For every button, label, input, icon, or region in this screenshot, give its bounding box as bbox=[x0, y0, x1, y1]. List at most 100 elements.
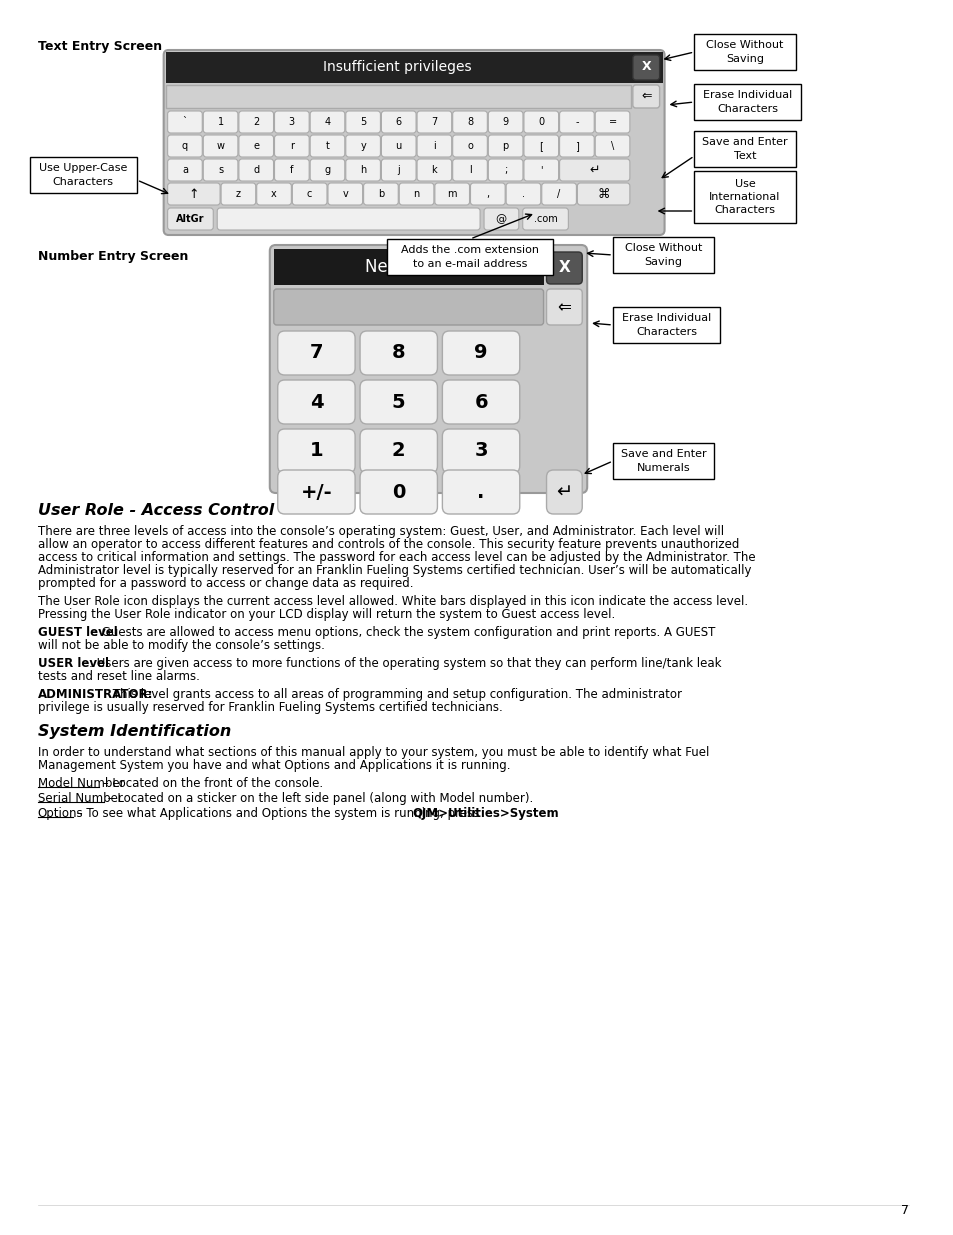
FancyBboxPatch shape bbox=[238, 159, 274, 182]
Text: i: i bbox=[433, 141, 436, 151]
Text: In order to understand what sections of this manual apply to your system, you mu: In order to understand what sections of … bbox=[38, 746, 708, 760]
Text: QJM>Utilities>System: QJM>Utilities>System bbox=[412, 806, 558, 820]
FancyBboxPatch shape bbox=[381, 159, 416, 182]
FancyBboxPatch shape bbox=[453, 135, 487, 157]
Text: z: z bbox=[235, 189, 241, 199]
FancyBboxPatch shape bbox=[221, 183, 255, 205]
FancyBboxPatch shape bbox=[488, 159, 522, 182]
Text: h: h bbox=[359, 165, 366, 175]
Text: GUEST level: GUEST level bbox=[38, 626, 117, 638]
Text: : Guests are allowed to access menu options, check the system configuration and : : Guests are allowed to access menu opti… bbox=[93, 626, 715, 638]
FancyBboxPatch shape bbox=[470, 183, 505, 205]
Text: t: t bbox=[325, 141, 329, 151]
Text: ,: , bbox=[486, 189, 489, 199]
FancyBboxPatch shape bbox=[274, 135, 309, 157]
Text: k: k bbox=[431, 165, 436, 175]
Bar bbox=[274, 249, 543, 285]
FancyBboxPatch shape bbox=[274, 159, 309, 182]
Text: +/-: +/- bbox=[300, 483, 332, 501]
Bar bbox=[613, 237, 714, 273]
Text: Model Number: Model Number bbox=[38, 777, 124, 790]
FancyBboxPatch shape bbox=[483, 207, 518, 230]
FancyBboxPatch shape bbox=[442, 380, 519, 424]
FancyBboxPatch shape bbox=[559, 111, 594, 133]
FancyBboxPatch shape bbox=[345, 159, 380, 182]
FancyBboxPatch shape bbox=[168, 207, 213, 230]
Text: 5: 5 bbox=[359, 117, 366, 127]
FancyBboxPatch shape bbox=[595, 135, 629, 157]
FancyBboxPatch shape bbox=[506, 183, 540, 205]
Text: 7: 7 bbox=[900, 1204, 907, 1216]
Text: ': ' bbox=[539, 165, 542, 175]
Text: Options: Options bbox=[38, 806, 83, 820]
Bar bbox=[694, 170, 795, 224]
Text: access to critical information and settings. The password for each access level : access to critical information and setti… bbox=[38, 551, 755, 564]
Text: AltGr: AltGr bbox=[176, 214, 205, 224]
Text: X: X bbox=[558, 261, 570, 275]
Text: 5: 5 bbox=[392, 393, 405, 411]
Text: Close Without
Saving: Close Without Saving bbox=[624, 243, 701, 267]
FancyBboxPatch shape bbox=[168, 159, 202, 182]
Text: /: / bbox=[557, 189, 560, 199]
FancyBboxPatch shape bbox=[277, 331, 355, 375]
Text: Serial Number: Serial Number bbox=[38, 792, 122, 805]
FancyBboxPatch shape bbox=[359, 471, 437, 514]
Text: 3: 3 bbox=[289, 117, 294, 127]
Text: o: o bbox=[467, 141, 473, 151]
Text: ↵: ↵ bbox=[589, 163, 599, 177]
Text: This level grants access to all areas of programming and setup configuration. Th: This level grants access to all areas of… bbox=[109, 688, 681, 701]
FancyBboxPatch shape bbox=[632, 56, 659, 80]
FancyBboxPatch shape bbox=[310, 159, 344, 182]
Text: r: r bbox=[290, 141, 294, 151]
Text: 0: 0 bbox=[392, 483, 405, 501]
Text: Erase Individual
Characters: Erase Individual Characters bbox=[621, 314, 710, 337]
Text: 1: 1 bbox=[310, 441, 323, 461]
Text: Save and Enter
Text: Save and Enter Text bbox=[701, 137, 787, 161]
Text: Administrator level is typically reserved for an Franklin Fueling Systems certif: Administrator level is typically reserve… bbox=[38, 564, 750, 577]
Text: @: @ bbox=[495, 214, 506, 224]
Text: System Identification: System Identification bbox=[38, 724, 231, 739]
FancyBboxPatch shape bbox=[168, 135, 202, 157]
FancyBboxPatch shape bbox=[345, 111, 380, 133]
FancyBboxPatch shape bbox=[274, 289, 543, 325]
Text: 7: 7 bbox=[310, 343, 323, 363]
FancyBboxPatch shape bbox=[559, 159, 629, 182]
FancyBboxPatch shape bbox=[359, 380, 437, 424]
Text: n: n bbox=[413, 189, 419, 199]
Text: Use
International
Characters: Use International Characters bbox=[708, 179, 780, 215]
Text: 9: 9 bbox=[502, 117, 508, 127]
Text: Insufficient privileges: Insufficient privileges bbox=[323, 61, 471, 74]
Text: 0: 0 bbox=[537, 117, 544, 127]
Text: – Located on a sticker on the left side panel (along with Model number).: – Located on a sticker on the left side … bbox=[104, 792, 533, 805]
FancyBboxPatch shape bbox=[546, 471, 581, 514]
Text: Adds the .com extension
to an e-mail address: Adds the .com extension to an e-mail add… bbox=[401, 246, 538, 268]
FancyBboxPatch shape bbox=[523, 135, 558, 157]
Text: c: c bbox=[307, 189, 312, 199]
FancyBboxPatch shape bbox=[203, 159, 237, 182]
Text: b: b bbox=[377, 189, 384, 199]
Text: 1: 1 bbox=[217, 117, 223, 127]
Text: q: q bbox=[182, 141, 188, 151]
Text: ↵: ↵ bbox=[556, 483, 572, 501]
Text: g: g bbox=[324, 165, 330, 175]
FancyBboxPatch shape bbox=[217, 207, 479, 230]
Text: y: y bbox=[360, 141, 366, 151]
Text: `: ` bbox=[182, 117, 187, 127]
FancyBboxPatch shape bbox=[442, 471, 519, 514]
FancyBboxPatch shape bbox=[345, 135, 380, 157]
Bar bbox=[30, 157, 136, 193]
FancyBboxPatch shape bbox=[541, 183, 576, 205]
Bar bbox=[694, 131, 795, 167]
Text: User Role - Access Control: User Role - Access Control bbox=[38, 503, 274, 517]
Text: Erase Individual
Characters: Erase Individual Characters bbox=[702, 90, 792, 114]
Text: 9: 9 bbox=[474, 343, 487, 363]
FancyBboxPatch shape bbox=[546, 252, 581, 284]
Text: will not be able to modify the console’s settings.: will not be able to modify the console’s… bbox=[38, 638, 324, 652]
Text: ⌘: ⌘ bbox=[597, 188, 609, 200]
Bar bbox=[694, 35, 795, 70]
FancyBboxPatch shape bbox=[164, 49, 664, 235]
FancyBboxPatch shape bbox=[381, 135, 416, 157]
Text: New Value: New Value bbox=[365, 258, 452, 275]
Text: privilege is usually reserved for Franklin Fueling Systems certified technicians: privilege is usually reserved for Frankl… bbox=[38, 701, 502, 714]
Text: Pressing the User Role indicator on your LCD display will return the system to G: Pressing the User Role indicator on your… bbox=[38, 608, 615, 621]
